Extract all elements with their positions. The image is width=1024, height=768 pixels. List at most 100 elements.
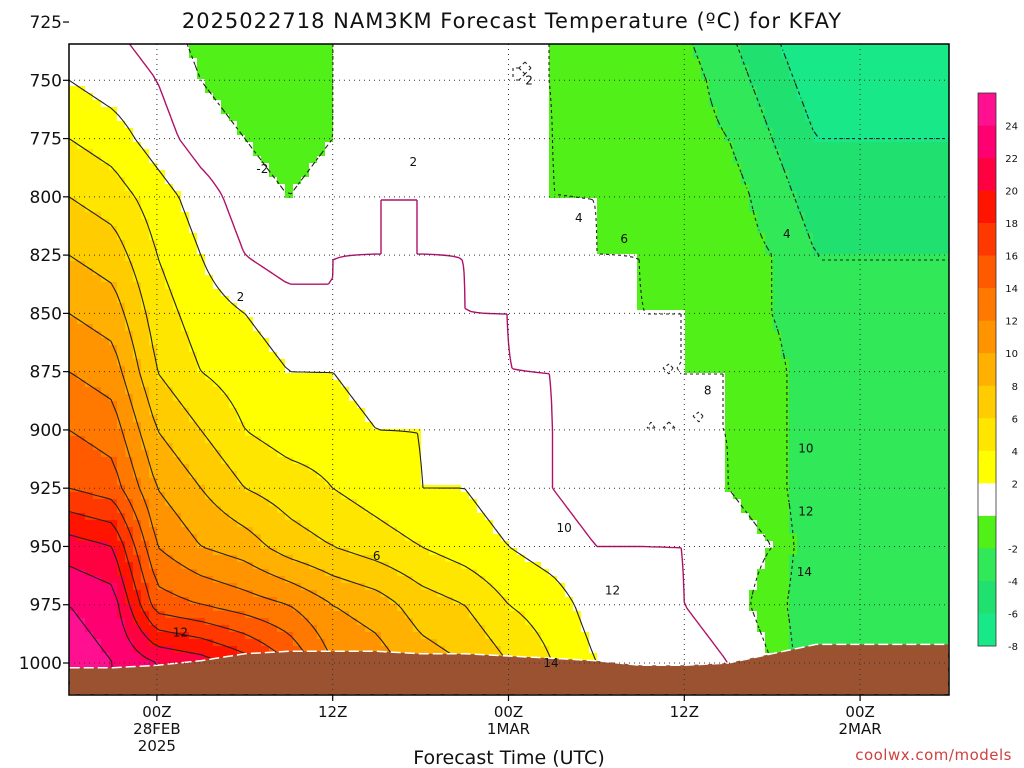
temperature-cell — [301, 268, 310, 276]
temperature-cell — [133, 163, 142, 171]
temperature-cell — [685, 282, 694, 290]
temperature-cell — [221, 352, 230, 360]
temperature-cell — [885, 184, 894, 192]
temperature-cell — [317, 268, 326, 276]
temperature-cell — [517, 170, 526, 178]
temperature-cell — [421, 93, 430, 101]
temperature-cell — [421, 240, 430, 248]
temperature-cell — [901, 114, 910, 122]
temperature-cell — [581, 303, 590, 311]
temperature-cell — [309, 93, 318, 101]
temperature-cell — [413, 289, 422, 297]
temperature-cell — [565, 177, 574, 185]
temperature-cell — [397, 191, 406, 199]
temperature-cell — [941, 212, 949, 220]
temperature-cell — [757, 352, 766, 360]
temperature-cell — [909, 338, 918, 346]
temperature-cell — [877, 324, 886, 332]
temperature-cell — [109, 261, 118, 269]
temperature-cell — [261, 65, 270, 73]
temperature-cell — [813, 282, 822, 290]
temperature-cell — [557, 289, 566, 297]
temperature-cell — [213, 352, 222, 360]
temperature-cell — [461, 338, 470, 346]
temperature-cell — [445, 317, 454, 325]
temperature-cell — [669, 324, 678, 332]
temperature-cell — [653, 114, 662, 122]
temperature-cell — [741, 268, 750, 276]
temperature-cell — [133, 331, 142, 339]
temperature-cell — [629, 282, 638, 290]
temperature-cell — [829, 226, 838, 234]
temperature-cell — [453, 142, 462, 150]
temperature-cell — [637, 65, 646, 73]
temperature-cell — [581, 51, 590, 59]
temperature-cell — [429, 79, 438, 87]
temperature-cell — [109, 86, 118, 94]
temperature-cell — [733, 107, 742, 115]
temperature-cell — [797, 170, 806, 178]
temperature-cell — [781, 331, 790, 339]
temperature-cell — [69, 58, 78, 66]
temperature-cell — [341, 275, 350, 283]
temperature-cell — [221, 205, 230, 213]
temperature-cell — [765, 289, 774, 297]
temperature-cell — [509, 121, 518, 129]
temperature-cell — [621, 100, 630, 108]
temperature-cell — [309, 212, 318, 220]
temperature-cell — [717, 58, 726, 66]
temperature-cell — [165, 198, 174, 206]
temperature-cell — [605, 331, 614, 339]
temperature-cell — [797, 254, 806, 262]
temperature-cell — [885, 170, 894, 178]
temperature-cell — [77, 212, 86, 220]
temperature-cell — [181, 170, 190, 178]
temperature-cell — [493, 212, 502, 220]
temperature-cell — [877, 289, 886, 297]
temperature-cell — [397, 100, 406, 108]
temperature-cell — [437, 317, 446, 325]
temperature-cell — [141, 359, 150, 367]
temperature-cell — [213, 261, 222, 269]
temperature-cell — [77, 107, 86, 115]
temperature-cell — [181, 198, 190, 206]
temperature-cell — [477, 254, 486, 262]
temperature-cell — [341, 345, 350, 353]
temperature-cell — [861, 205, 870, 213]
temperature-cell — [917, 156, 926, 164]
temperature-cell — [445, 240, 454, 248]
temperature-cell — [285, 170, 294, 178]
temperature-cell — [853, 317, 862, 325]
temperature-cell — [365, 261, 374, 269]
temperature-cell — [445, 79, 454, 87]
temperature-cell — [461, 114, 470, 122]
temperature-cell — [653, 205, 662, 213]
temperature-cell — [165, 338, 174, 346]
temperature-cell — [517, 345, 526, 353]
temperature-cell — [709, 51, 718, 59]
temperature-cell — [781, 149, 790, 157]
temperature-cell — [741, 142, 750, 150]
temperature-cell — [789, 142, 798, 150]
temperature-cell — [893, 198, 902, 206]
temperature-cell — [525, 296, 534, 304]
temperature-cell — [277, 345, 286, 353]
temperature-cell — [149, 212, 158, 220]
temperature-cell — [245, 93, 254, 101]
temperature-cell — [461, 121, 470, 129]
temperature-cell — [477, 128, 486, 136]
temperature-cell — [933, 156, 942, 164]
temperature-cell — [309, 261, 318, 269]
temperature-cell — [533, 65, 542, 73]
temperature-cell — [845, 275, 854, 283]
temperature-cell — [597, 289, 606, 297]
temperature-cell — [173, 44, 182, 52]
temperature-cell — [565, 261, 574, 269]
temperature-cell — [533, 317, 542, 325]
temperature-cell — [317, 100, 326, 108]
temperature-cell — [829, 324, 838, 332]
temperature-cell — [285, 254, 294, 262]
temperature-cell — [557, 163, 566, 171]
temperature-cell — [245, 359, 254, 367]
temperature-cell — [501, 345, 510, 353]
